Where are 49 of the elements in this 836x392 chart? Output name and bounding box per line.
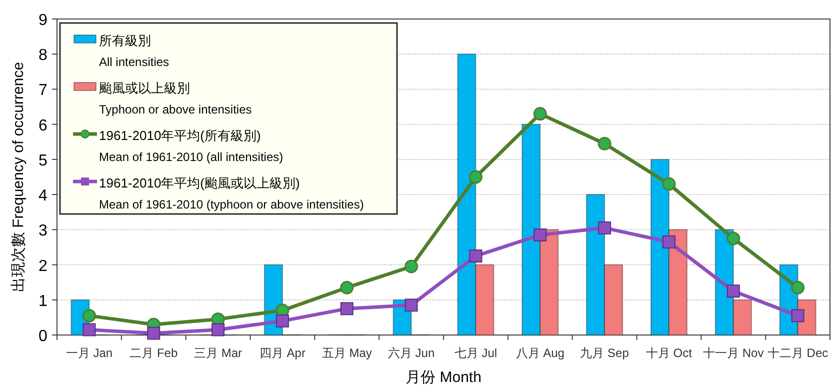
- x-tick-label: 七月 Jul: [454, 346, 498, 360]
- point: [534, 228, 547, 242]
- x-tick-label: 九月 Sep: [580, 346, 630, 360]
- point: [662, 177, 676, 191]
- point: [212, 323, 225, 336]
- point: [726, 284, 740, 298]
- x-tick-label: 二月 Feb: [130, 346, 178, 360]
- y-tick-label: 7: [38, 82, 48, 100]
- point: [276, 314, 289, 328]
- point: [147, 326, 160, 340]
- point: [468, 170, 482, 184]
- y-tick-label: 3: [38, 222, 48, 240]
- point: [340, 280, 354, 294]
- x-tick-label: 十一月 Nov: [703, 346, 764, 360]
- point: [340, 302, 354, 316]
- legend-label: 1961-2010年平均(颱風或以上級別) Mean of 1961-2010 (typhoon or above intensities): [99, 176, 364, 212]
- x-tick-label: 八月 Aug: [516, 346, 564, 360]
- legend-label: 所有級別 All intensities: [99, 33, 170, 69]
- x-tick-label: 六月 Jun: [388, 346, 435, 360]
- y-tick-label: 8: [38, 47, 48, 64]
- y-tick-label: 2: [38, 258, 48, 275]
- y-tick-label: 0: [38, 328, 48, 345]
- legend-label: 1961-2010年平均(所有級別) Mean of 1961-2010 (all intensities): [99, 128, 284, 164]
- point: [598, 221, 612, 234]
- y-tick-label: 5: [38, 152, 48, 170]
- point: [469, 250, 482, 262]
- y-tick-label: 4: [38, 188, 48, 205]
- y-tick-label: 1: [38, 292, 48, 310]
- point: [533, 107, 547, 121]
- x-tick-label: 一月 Jan: [66, 346, 113, 360]
- x-axis-title: 月份 Month: [406, 369, 482, 386]
- x-tick-label: 四月 Apr: [259, 346, 306, 360]
- point: [404, 260, 418, 274]
- y-tick-label: 9: [38, 12, 48, 29]
- point: [726, 232, 740, 246]
- y-tick-label: 6: [38, 117, 48, 134]
- point: [404, 298, 418, 312]
- point: [82, 323, 96, 336]
- point: [82, 308, 96, 322]
- legend-label: 颱風或以上級別 Typhoon or above intensities: [99, 80, 252, 116]
- point: [791, 280, 805, 294]
- point: [662, 235, 676, 248]
- point: [598, 136, 612, 150]
- x-tick-label: 五月 May: [322, 346, 372, 360]
- x-tick-label: 十二月 Dec: [767, 346, 828, 360]
- x-tick-label: 十月 Oct: [646, 346, 693, 360]
- point: [791, 309, 804, 322]
- x-tick-label: 三月 Mar: [194, 346, 242, 360]
- y-axis-title: 出現次數 Frequency of occurrence: [10, 62, 27, 292]
